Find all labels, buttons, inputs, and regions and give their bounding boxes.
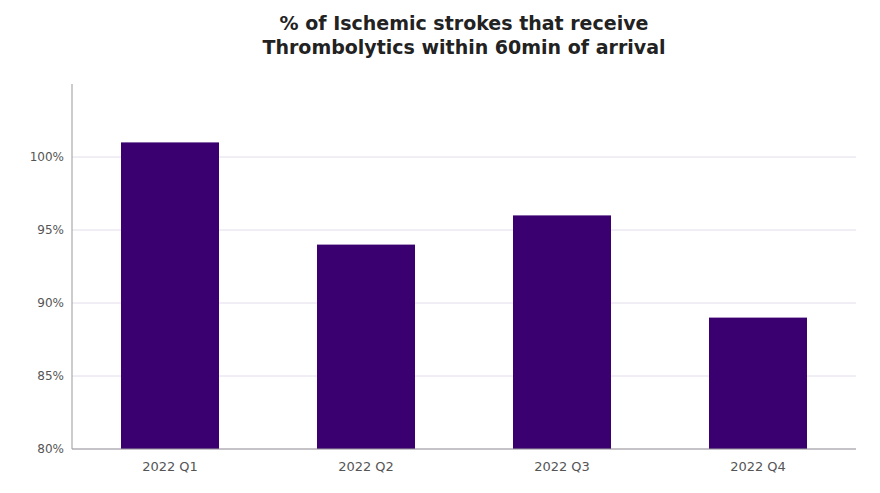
y-tick-label: 100%	[30, 150, 64, 164]
y-axis-line	[72, 84, 73, 449]
x-tick-label: 2022 Q3	[534, 459, 590, 474]
title-line: % of Ischemic strokes that receive	[280, 12, 649, 34]
chart-container: % of Ischemic strokes that receiveThromb…	[0, 0, 880, 493]
bar	[121, 142, 219, 449]
chart-svg: % of Ischemic strokes that receiveThromb…	[0, 0, 880, 493]
y-tick-label: 95%	[37, 223, 64, 237]
bar	[317, 245, 415, 449]
grid-line	[72, 449, 856, 450]
y-tick-label: 90%	[37, 296, 64, 310]
y-tick-label: 85%	[37, 369, 64, 383]
x-tick-label: 2022 Q1	[142, 459, 198, 474]
bar	[709, 318, 807, 449]
x-axis-line	[72, 449, 856, 450]
title-line: Thrombolytics within 60min of arrival	[263, 36, 666, 58]
bars	[121, 142, 807, 449]
bar	[513, 215, 611, 449]
x-tick-label: 2022 Q4	[730, 459, 786, 474]
y-tick-label: 80%	[37, 442, 64, 456]
chart-title: % of Ischemic strokes that receiveThromb…	[263, 12, 666, 58]
x-tick-label: 2022 Q2	[338, 459, 394, 474]
